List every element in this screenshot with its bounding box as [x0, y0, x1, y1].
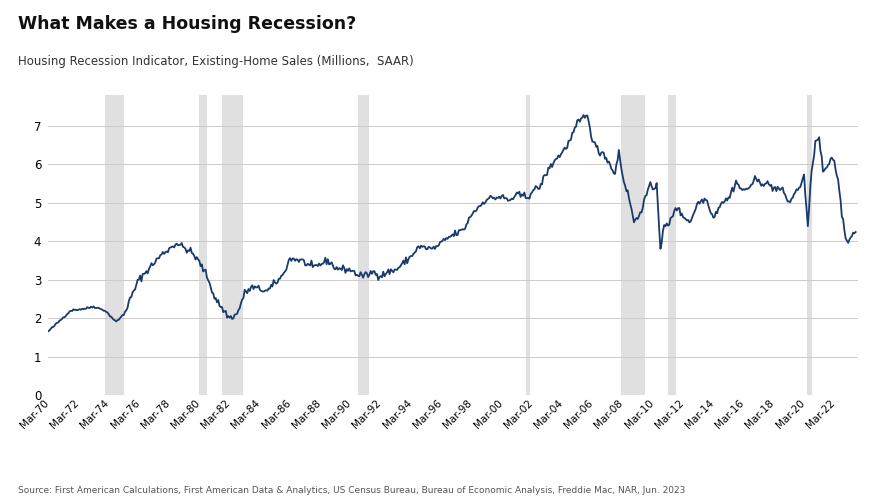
- Bar: [526, 95, 531, 395]
- Bar: [200, 95, 207, 395]
- Bar: [668, 95, 675, 395]
- Text: Housing Recession Indicator, Existing-Home Sales (Millions,  SAAR): Housing Recession Indicator, Existing-Ho…: [18, 55, 413, 68]
- Text: Source: First American Calculations, First American Data & Analytics, US Census : Source: First American Calculations, Fir…: [18, 486, 685, 495]
- Bar: [105, 95, 124, 395]
- Bar: [222, 95, 244, 395]
- Text: What Makes a Housing Recession?: What Makes a Housing Recession?: [18, 15, 356, 33]
- Bar: [807, 95, 812, 395]
- Bar: [621, 95, 646, 395]
- Bar: [358, 95, 370, 395]
